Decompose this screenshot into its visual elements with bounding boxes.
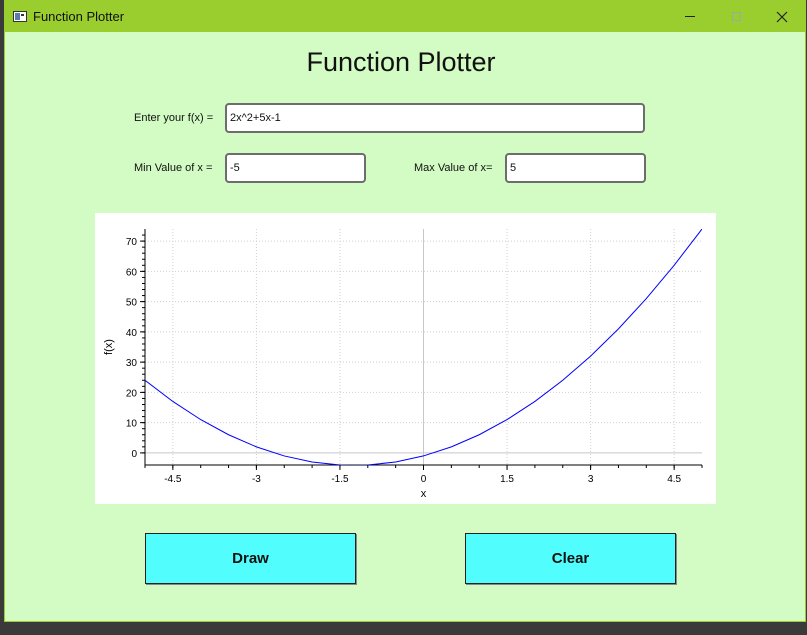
x-axis-label: x [421, 488, 427, 500]
x-tick-label: 4.5 [667, 474, 681, 485]
min-x-input[interactable] [225, 153, 366, 183]
series-line [145, 229, 702, 465]
maximize-button[interactable] [713, 1, 759, 32]
x-tick-label: -1.5 [331, 474, 349, 485]
y-tick-label: 30 [126, 358, 138, 369]
x-tick-label: -3 [252, 474, 261, 485]
app-icon [13, 11, 27, 22]
draw-button[interactable]: Draw [145, 533, 356, 584]
y-tick-label: 40 [126, 328, 138, 339]
close-button[interactable] [759, 1, 805, 32]
close-icon [776, 11, 788, 22]
maximize-icon [731, 12, 741, 21]
x-tick-label: 1.5 [500, 474, 514, 485]
max-x-input[interactable] [505, 153, 646, 183]
y-tick-label: 60 [126, 267, 138, 278]
y-tick-label: 10 [126, 419, 138, 430]
plot-area[interactable]: -4.5 -3 -1.5 0 1.5 3 4.5 0 10 20 30 40 50 60 70 x f(x) [95, 213, 716, 504]
page-title: Function Plotter [306, 47, 496, 77]
y-axis-label: f(x) [103, 339, 115, 355]
minimize-button[interactable] [667, 1, 713, 32]
clear-button[interactable]: Clear [465, 533, 676, 584]
y-tick-label: 20 [126, 388, 138, 399]
min-x-label: Min Value of x = [134, 162, 213, 174]
y-tick-label: 0 [131, 449, 137, 460]
function-input[interactable] [225, 103, 645, 133]
y-tick-label: 50 [126, 298, 138, 309]
minimize-icon [685, 16, 695, 17]
main-window: Function Plotter Function Plotter Enter … [4, 0, 806, 622]
window-title: Function Plotter [33, 9, 125, 24]
x-tick-label: 3 [588, 474, 594, 485]
function-label: Enter your f(x) = [134, 112, 214, 124]
y-tick-label: 70 [126, 237, 138, 248]
function-plot: -4.5 -3 -1.5 0 1.5 3 4.5 0 10 20 30 40 50 60 70 x f(x) [103, 229, 703, 500]
title-bar[interactable]: Function Plotter [5, 1, 805, 32]
x-tick-label: 0 [421, 474, 427, 485]
x-tick-label: -4.5 [164, 474, 182, 485]
max-x-label: Max Value of x= [414, 162, 493, 174]
